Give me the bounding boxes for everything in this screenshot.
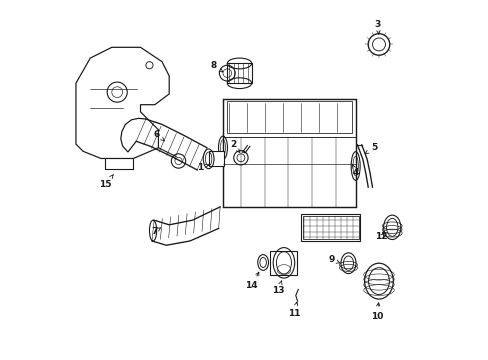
Bar	[208, 151, 223, 166]
Text: 4: 4	[351, 165, 358, 177]
Text: 5: 5	[365, 143, 377, 154]
Bar	[226, 101, 351, 134]
Polygon shape	[121, 118, 145, 152]
Text: 1: 1	[196, 163, 208, 172]
Bar	[223, 99, 355, 207]
Polygon shape	[76, 47, 169, 158]
Text: 9: 9	[327, 255, 339, 264]
Text: 8: 8	[210, 62, 223, 72]
Text: 7: 7	[151, 228, 160, 237]
Bar	[227, 63, 251, 83]
Bar	[270, 251, 297, 275]
Text: 2: 2	[229, 140, 239, 152]
Text: 6: 6	[153, 130, 164, 141]
Text: 11: 11	[287, 302, 300, 318]
Bar	[301, 214, 360, 241]
Text: 15: 15	[99, 175, 113, 189]
Text: 12: 12	[374, 232, 387, 241]
Text: 14: 14	[245, 272, 258, 290]
Bar	[303, 216, 358, 239]
Text: 13: 13	[272, 280, 284, 295]
Text: 3: 3	[374, 19, 380, 34]
Text: 10: 10	[370, 303, 383, 321]
